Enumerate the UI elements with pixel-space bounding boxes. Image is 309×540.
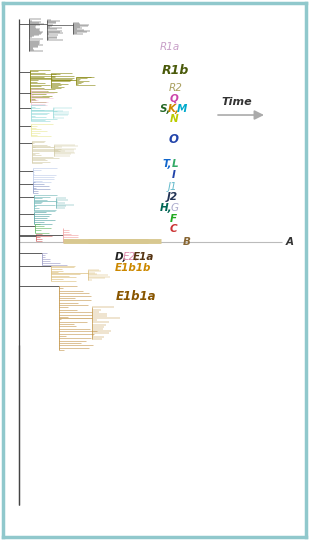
Text: A: A xyxy=(286,237,294,247)
Text: E1b1b: E1b1b xyxy=(115,264,151,273)
Text: E1b1a: E1b1a xyxy=(116,290,157,303)
Text: D,: D, xyxy=(115,252,127,262)
Text: Q: Q xyxy=(170,94,179,104)
Text: E1a: E1a xyxy=(132,252,154,262)
Text: K,: K, xyxy=(167,104,180,114)
Text: G: G xyxy=(171,203,179,213)
Text: J1: J1 xyxy=(168,181,177,192)
Text: H,: H, xyxy=(160,203,172,213)
Text: R1b: R1b xyxy=(162,64,189,77)
Text: B: B xyxy=(182,237,190,247)
Text: T,: T, xyxy=(163,159,172,169)
Text: E2,: E2, xyxy=(123,252,139,262)
Text: Time: Time xyxy=(221,97,252,107)
Text: L: L xyxy=(172,159,179,169)
Text: F: F xyxy=(170,214,177,224)
Text: J2: J2 xyxy=(167,192,178,202)
Text: M: M xyxy=(177,104,187,114)
Text: R1a: R1a xyxy=(159,42,180,52)
Text: I: I xyxy=(172,171,176,180)
Text: C: C xyxy=(170,225,177,234)
Text: S,: S, xyxy=(159,104,171,114)
Text: N: N xyxy=(169,114,178,124)
Text: O: O xyxy=(169,133,179,146)
Text: R2: R2 xyxy=(169,83,183,93)
